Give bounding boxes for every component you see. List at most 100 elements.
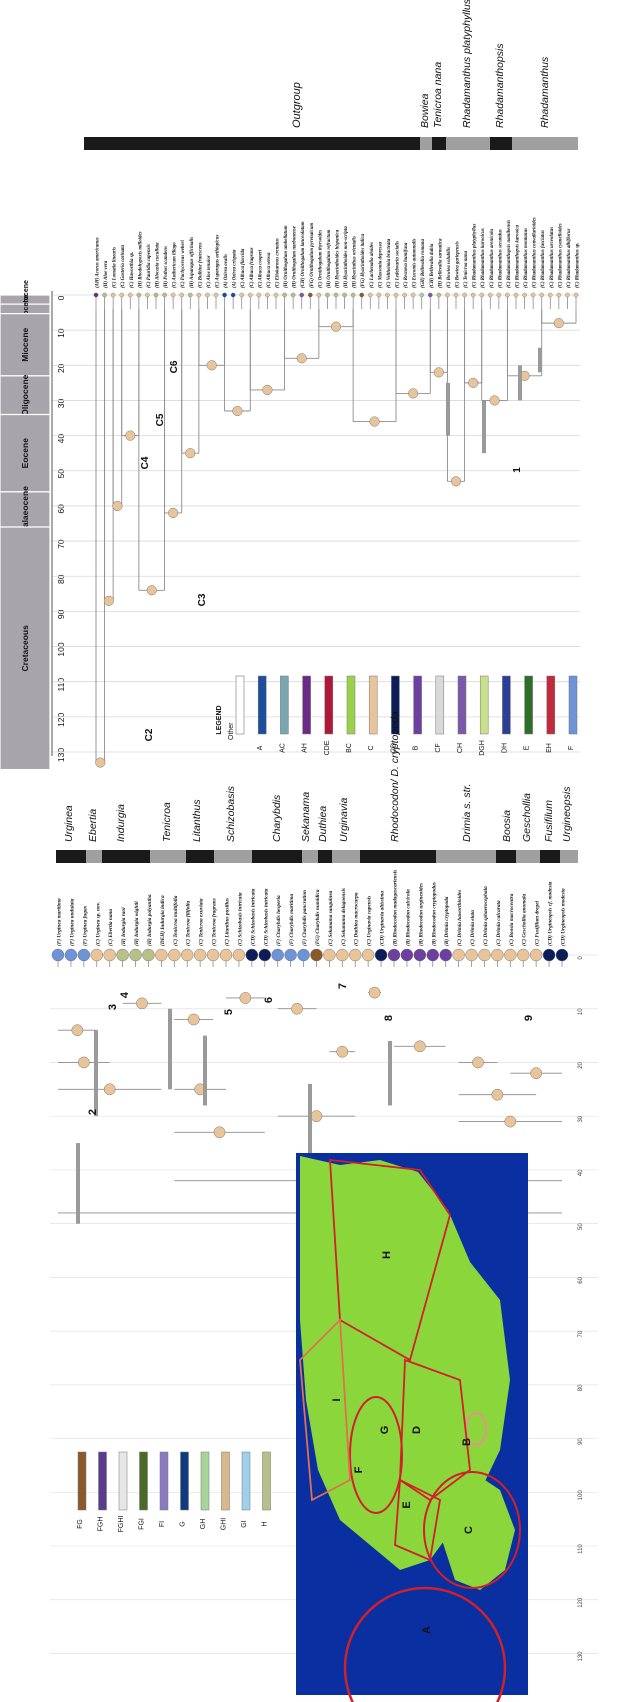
legend-item-label: B: [413, 745, 420, 750]
region-label: H: [381, 1251, 393, 1259]
taxon-label: (C) Albuca flaccida: [241, 248, 246, 288]
tip-state-pie: [542, 948, 556, 962]
taxon-label: (CD) Schizobasis intricata: [262, 888, 269, 946]
taxon-label: (C) Tenicroa exuviata: [198, 898, 205, 946]
tip-state-pie: [219, 948, 233, 962]
bottom-clade-bars: Urginea Ebertia Indurgia Tenicroa Litanthus S…: [56, 711, 578, 863]
legend-swatch: [118, 1451, 128, 1511]
taxon-label: (C) Fusifilum dregei: [534, 900, 541, 946]
clade-label: Geschollia: [521, 793, 533, 842]
tip-state-dot: [428, 292, 433, 298]
taxon-label: (C) Tenicroa multifolia: [172, 895, 179, 946]
clade-label: Duthiea: [317, 806, 329, 842]
taxon-label: (C) Eucomis autumnalis: [413, 238, 418, 288]
clade-bar-segment: [420, 137, 432, 150]
taxon-label: (CH) Ornithogalum lanceolatum: [301, 221, 306, 288]
epoch-label-eocene: Eocene: [20, 438, 30, 469]
node-pie: [472, 1056, 484, 1069]
taxon-label: (B) Rhodocodon urgineoides: [417, 883, 424, 946]
clade-bar-segment: [214, 850, 252, 863]
tip-state-dot: [488, 292, 493, 298]
ma-tick-label: 120: [578, 1597, 584, 1608]
region-border: [329, 1158, 451, 1362]
clade-bar-segment: [86, 850, 102, 863]
region-border: [423, 1471, 521, 1589]
tip-state-dot: [436, 292, 442, 298]
taxon-label: (C) Bulbine frutescens: [198, 242, 203, 288]
taxon-label: (C) Drimia calcarata: [495, 900, 502, 946]
node-pie: [408, 388, 419, 399]
node-pie: [103, 595, 114, 606]
taxon-label: (H) Rhodohypoxis milloides: [138, 231, 143, 288]
tip-state-pie: [181, 948, 194, 962]
taxon-label: (C) Schizobasis intricata: [236, 892, 243, 946]
tip-state-pie: [77, 948, 91, 962]
region-border: [299, 1317, 351, 1502]
tip-state-pie: [168, 948, 181, 962]
legend-swatch: [457, 675, 467, 735]
taxon-label: (F) Urginea maritima: [56, 898, 63, 946]
legend-item-label: AH: [302, 743, 309, 753]
ma-tick-label: 0: [578, 956, 584, 960]
taxon-label: (C) Rhadamanthus fasciatus: [541, 230, 546, 288]
taxon-label: (C) Geschollia anomala: [521, 894, 528, 946]
node-label: 6: [263, 997, 275, 1003]
clade-label: Fusifilum: [543, 800, 555, 842]
tip-state-pie: [426, 948, 439, 962]
taxon-label: (C) Bowiea gariepensis: [456, 241, 461, 288]
taxon-label: (GH) Bellevalia romana: [421, 239, 426, 288]
epoch-band: [0, 413, 51, 493]
tip-state-dot: [376, 292, 382, 298]
taxon-label: (C) Veltheimia bracteata: [387, 238, 392, 288]
ma-tick-label: 40: [56, 434, 66, 444]
taxon-label: (H) Pothos scandens: [164, 246, 169, 288]
tip-state-pie: [206, 948, 220, 962]
tip-state-pie: [452, 948, 465, 962]
tip-state-dot: [162, 292, 167, 298]
tip-state-dot: [316, 292, 322, 298]
tip-state-pie: [103, 948, 116, 962]
taxon-label: (C) Tenicroa nana: [464, 250, 469, 288]
legend-swatch: [546, 675, 556, 735]
taxon-label: (C) Rhadamanthus sp.: [576, 242, 581, 288]
tip-state-pie: [297, 948, 310, 962]
top-clade-bars: Outgroup Bowiea Tenicroa nana Rhadamanthus …: [84, 0, 578, 150]
tip-state-dot: [248, 292, 253, 298]
node-pie: [168, 507, 179, 519]
tip-state-pie: [155, 948, 168, 962]
tip-state-dot: [573, 292, 579, 298]
taxon-label: (C) Rhadamanthus convallarioides: [533, 217, 538, 288]
legend-swatch: [262, 1451, 271, 1511]
tip-state-dot: [359, 292, 364, 298]
taxon-label: (C) Tenicroa fragrans: [211, 898, 218, 946]
tip-state-dot: [453, 292, 459, 298]
clade-bar-segment: [102, 850, 150, 863]
tip-state-dot: [393, 292, 399, 298]
node-label: 3: [107, 1004, 119, 1010]
clade-label: Litanthus: [191, 799, 203, 842]
region-label: F: [353, 1466, 365, 1473]
tip-state-dot: [230, 292, 236, 298]
taxon-label: (C) Pachycereus weberi: [181, 240, 186, 288]
epoch-label-cretaceous: Cretaceous: [20, 625, 30, 672]
tip-state-dot: [496, 292, 502, 298]
taxon-label: (C) Eliokarmos crenatus: [276, 238, 281, 288]
legend-item-label: FGI: [139, 1518, 146, 1530]
taxon-label: (C) Ornithogalum thyrsoides: [318, 230, 323, 288]
tip-state-dot: [196, 292, 202, 298]
region-label: D: [411, 1426, 423, 1434]
region-label: C: [463, 1526, 475, 1534]
legend-item-label: CD: [390, 743, 397, 753]
node-label: C3: [197, 593, 208, 606]
tip-state-pie: [193, 948, 207, 962]
clade-label: Rhadamanthopsis: [494, 43, 506, 128]
legend-swatch: [200, 1451, 210, 1511]
taxon-label: (H) Indurgia raoi: [120, 907, 127, 946]
node-pie: [368, 986, 381, 999]
hpd-bar: [446, 382, 450, 436]
taxon-label: (C) Sekanama delagoensis: [340, 888, 347, 946]
tip-state-pie: [400, 948, 414, 962]
tip-state-dot: [128, 292, 133, 298]
taxon-label: (FG) Ornithogalum pyrenaicum: [310, 223, 315, 288]
legend-item-label: H: [262, 1521, 269, 1526]
